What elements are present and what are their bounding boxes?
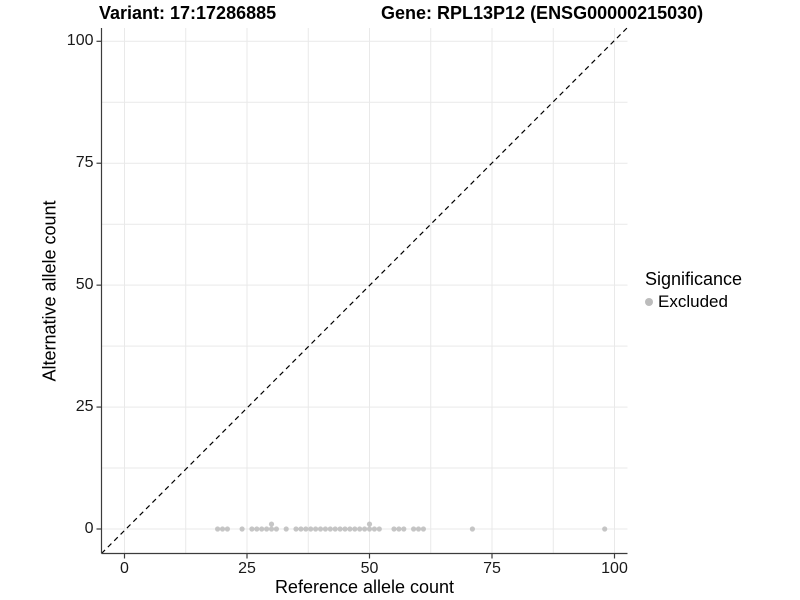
data-point	[366, 521, 373, 527]
x-tick-label-0: 0	[120, 559, 129, 577]
y-tick-label-25: 25	[75, 398, 94, 416]
data-point	[327, 526, 333, 532]
data-point	[219, 526, 226, 532]
excluded-point-swatch-icon	[645, 298, 653, 306]
data-point	[317, 526, 324, 532]
data-point	[391, 526, 397, 532]
data-point	[415, 526, 422, 532]
legend-entry-label: Excluded	[658, 292, 728, 311]
data-point	[303, 526, 309, 532]
data-point	[268, 526, 275, 532]
legend-entry-excluded: Excluded	[645, 292, 742, 312]
y-tick-label-100: 100	[66, 32, 94, 50]
data-point	[254, 526, 260, 532]
data-point	[469, 526, 475, 532]
data-point	[371, 526, 377, 532]
data-point	[259, 526, 265, 532]
data-point	[396, 526, 402, 532]
y-axis-title: Alternative allele count	[39, 200, 60, 382]
data-point	[342, 526, 348, 532]
data-point	[602, 526, 608, 532]
x-tick-label-75: 75	[483, 559, 501, 577]
y-tick-label-75: 75	[75, 154, 94, 172]
data-point	[366, 526, 373, 532]
data-point	[352, 526, 358, 532]
data-point	[420, 526, 426, 532]
plot-title-gene: Gene: RPL13P12 (ENSG00000215030)	[381, 3, 704, 23]
x-tick-label-50: 50	[360, 559, 379, 577]
data-point	[249, 526, 255, 532]
data-point	[239, 526, 245, 532]
data-point	[264, 526, 270, 532]
data-point	[376, 526, 382, 532]
legend: Significance Excluded	[645, 269, 742, 312]
data-point	[293, 526, 299, 532]
data-point	[332, 526, 338, 532]
data-point	[313, 526, 319, 532]
data-point	[224, 526, 230, 532]
x-tick-label-100: 100	[601, 559, 628, 577]
data-point	[322, 526, 328, 532]
y-tick-label-50: 50	[75, 276, 94, 294]
data-point	[308, 526, 314, 532]
plot-title-variant: Variant: 17:17286885	[99, 3, 277, 23]
x-axis-title: Reference allele count	[274, 577, 455, 597]
data-point	[337, 526, 343, 532]
y-tick-label-0: 0	[84, 520, 94, 537]
data-point	[357, 526, 363, 532]
data-point	[401, 526, 407, 532]
data-point	[298, 526, 304, 532]
x-tick-label-25: 25	[238, 559, 256, 577]
legend-title: Significance	[645, 269, 743, 289]
data-point	[411, 526, 417, 532]
data-point	[273, 526, 279, 532]
data-point	[268, 521, 275, 527]
data-point	[283, 526, 289, 532]
data-point	[215, 526, 221, 532]
data-point	[347, 526, 353, 532]
data-point	[362, 526, 368, 532]
